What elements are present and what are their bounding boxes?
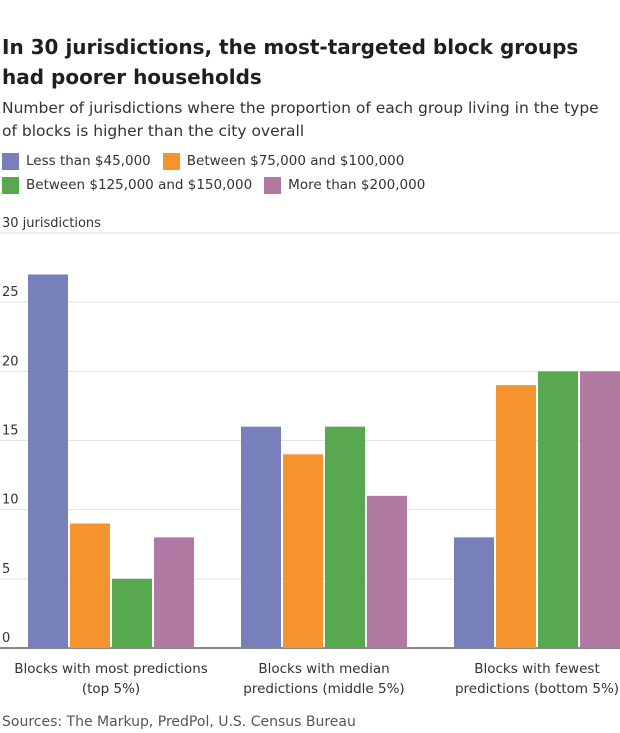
- y-tick-label: 25: [2, 285, 19, 300]
- legend-item-more-than-200000: More than $200,000: [264, 176, 426, 194]
- legend-swatch: [2, 176, 19, 194]
- bar-chart: 0 5 10 15 20 25 30 jurisdictions Blocks with mo…: [0, 216, 620, 697]
- x-tick-label: Blocks with median predictions (middle 5%…: [243, 661, 404, 697]
- bar: [112, 578, 152, 648]
- bar: [70, 523, 110, 648]
- bar: [538, 371, 578, 648]
- y-tick-label: 20: [2, 354, 19, 369]
- legend-label: Less than $45,000: [26, 153, 151, 169]
- legend-item-125000-150000: Between $125,000 and $150,000: [2, 176, 253, 194]
- y-tick-label: 10: [2, 493, 19, 508]
- legend-label: Between $125,000 and $150,000: [26, 177, 253, 193]
- legend-item-75000-100000: Between $75,000 and $100,000: [162, 152, 405, 170]
- chart-subtitle: Number of jurisdictions where the propor…: [2, 99, 599, 140]
- x-tick-label: Blocks with fewest predictions (bottom 5%…: [455, 661, 619, 697]
- bar: [325, 426, 365, 648]
- source-note: Sources: The Markup, PredPol, U.S. Censu…: [2, 714, 356, 730]
- x-tick-label: Blocks with most predictions (top 5%): [14, 661, 208, 697]
- legend-swatch: [162, 152, 180, 170]
- legend-row: Less than $45,000 Between $75,000 and $1…: [2, 149, 614, 173]
- legend-item-less-than-45000: Less than $45,000: [2, 152, 151, 170]
- legend-swatch: [2, 152, 19, 170]
- bar: [154, 537, 194, 648]
- bar: [28, 274, 68, 648]
- bar: [367, 495, 407, 648]
- legend-label: Between $75,000 and $100,000: [186, 153, 405, 169]
- bar: [496, 385, 536, 648]
- legend-swatch: [264, 176, 282, 194]
- bar: [580, 371, 620, 648]
- legend-label: More than $200,000: [288, 177, 426, 193]
- y-tick-label: 0: [2, 631, 10, 646]
- chart-title: In 30 jurisdictions, the most-targeted b…: [2, 35, 579, 89]
- legend-row: Between $125,000 and $150,000 More than …: [2, 173, 614, 197]
- y-tick-label: 15: [2, 424, 19, 439]
- y-tick-label: 5: [2, 562, 10, 577]
- legend: Less than $45,000 Between $75,000 and $1…: [2, 149, 614, 197]
- bar: [283, 454, 323, 648]
- bar: [454, 537, 494, 648]
- y-tick-label: 30 jurisdictions: [2, 216, 101, 231]
- bar: [241, 426, 281, 648]
